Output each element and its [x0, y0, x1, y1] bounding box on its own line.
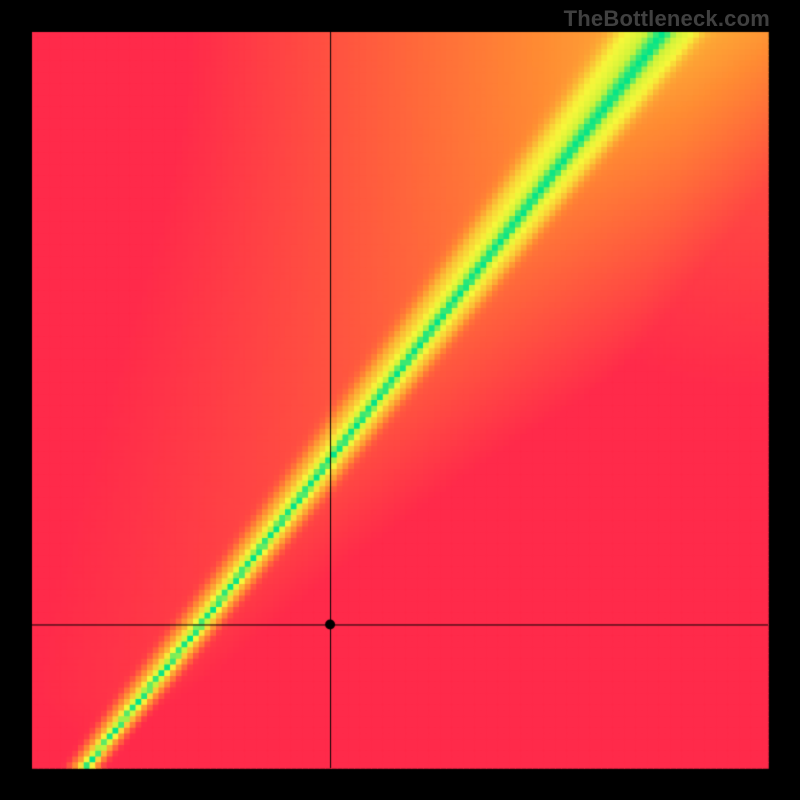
bottleneck-heatmap [0, 0, 800, 800]
watermark-text: TheBottleneck.com [564, 6, 770, 32]
